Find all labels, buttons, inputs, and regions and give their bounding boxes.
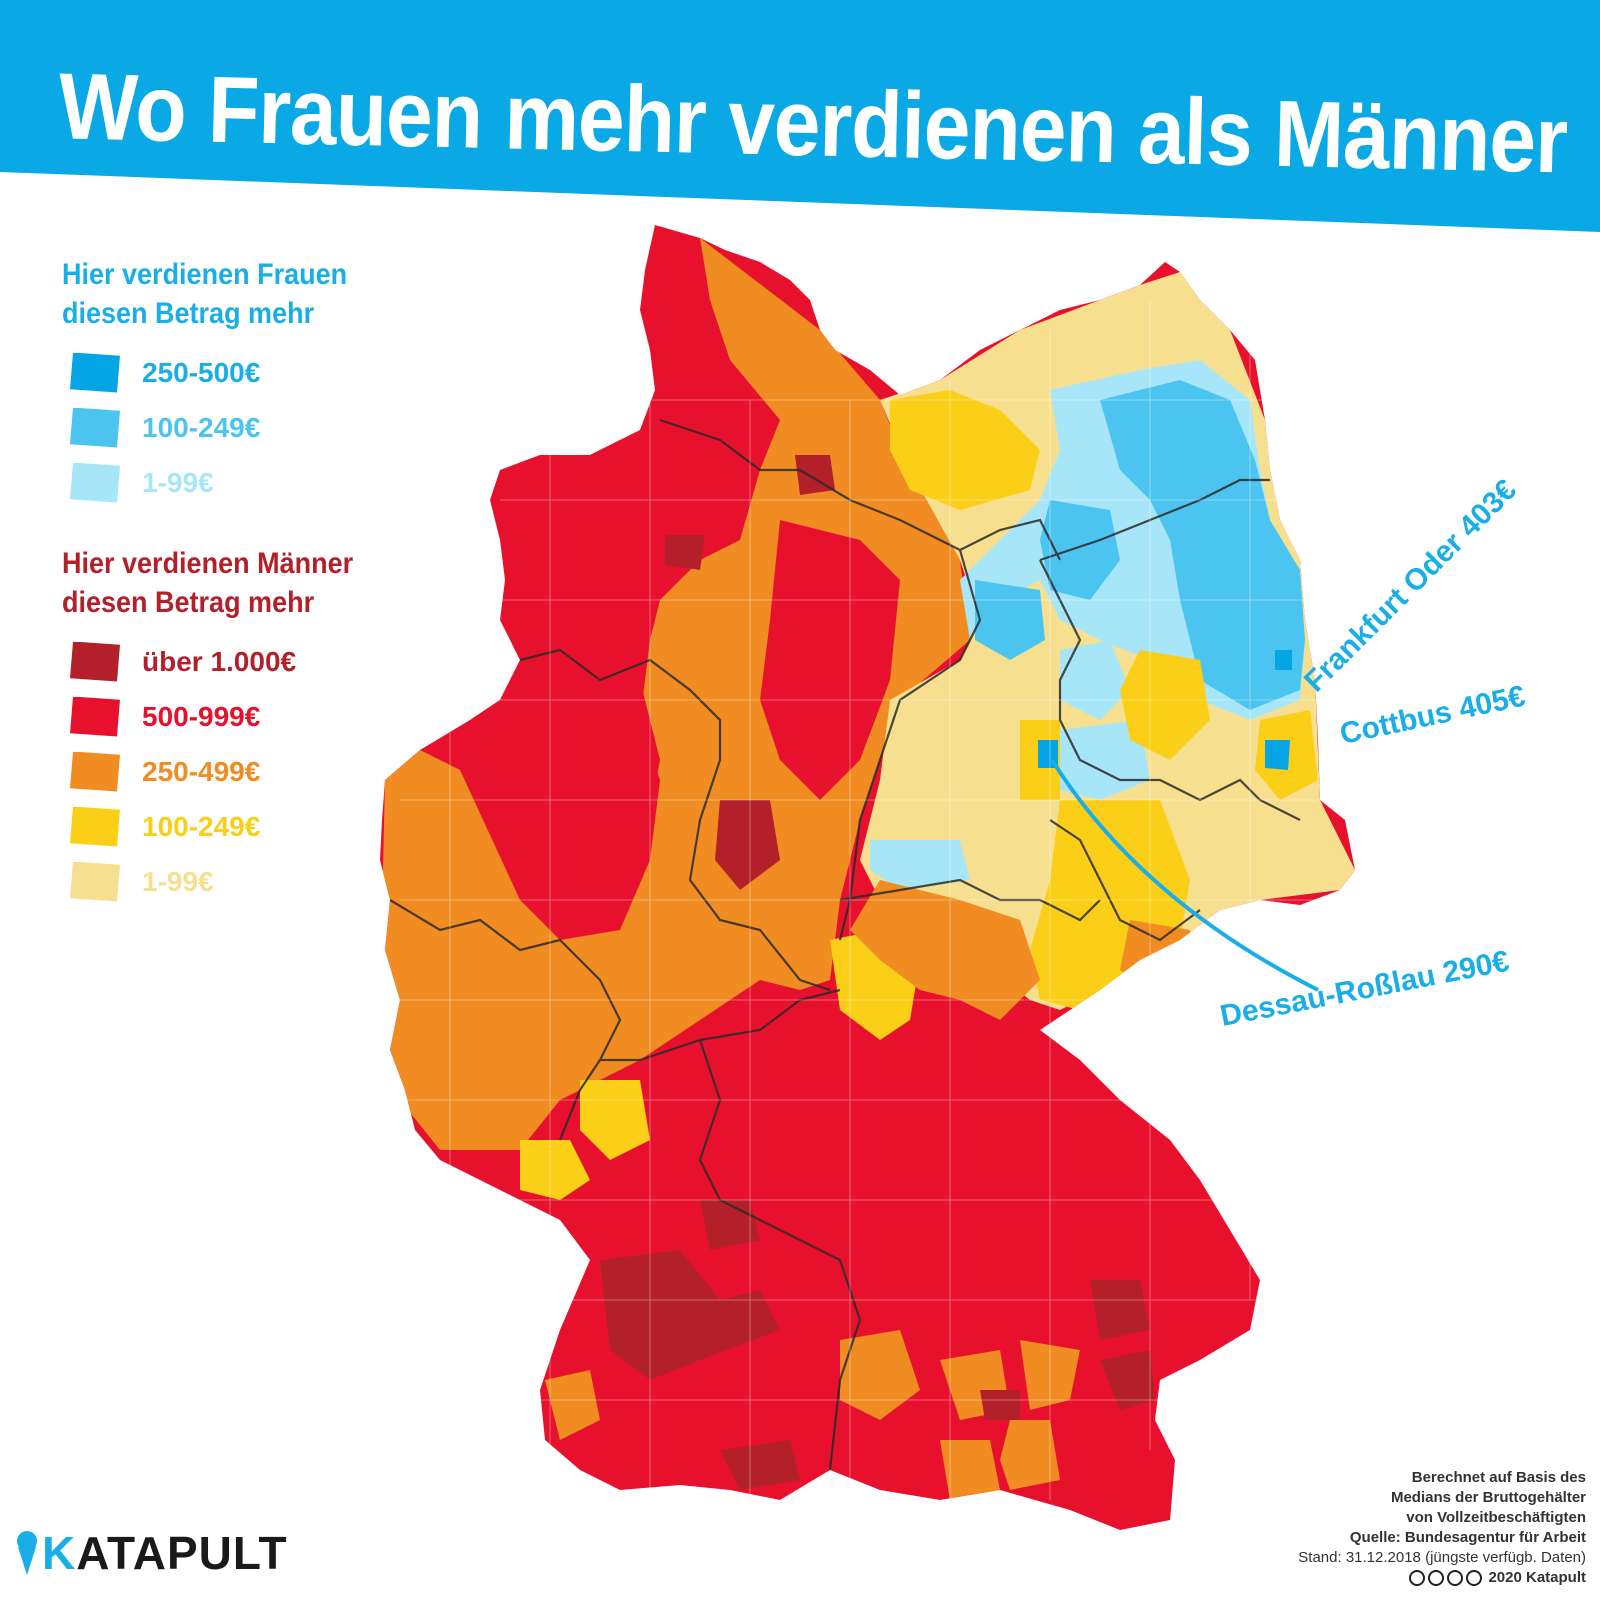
legend-item-women-100-249: 100-249€ — [62, 400, 392, 455]
cc-icon — [1409, 1570, 1426, 1587]
cc-license-icons — [1409, 1570, 1483, 1587]
region-men-250-499 — [840, 1330, 920, 1420]
logo-letter-k: K — [42, 1527, 77, 1579]
region-men-250-499 — [1000, 1420, 1060, 1490]
legend-label: 100-249€ — [142, 411, 261, 443]
nc-icon — [1447, 1570, 1464, 1587]
region-women-1-99 — [870, 840, 970, 890]
license-line: 2020 Katapult — [1146, 1568, 1586, 1588]
region-men-over-1000 — [1090, 1280, 1150, 1340]
legend: Hier verdienen Frauen diesen Betrag mehr… — [62, 255, 392, 909]
legend-label: 250-500€ — [142, 356, 261, 388]
dessau-callout-line — [1050, 758, 1319, 992]
region-men-over-1000 — [665, 535, 705, 570]
region-men-100-249 — [890, 390, 1040, 510]
source-line: Berechnet auf Basis des — [1411, 1469, 1586, 1486]
legend-item-men-over-1000: über 1.000€ — [62, 634, 392, 689]
map-svg — [380, 225, 1355, 1530]
logo-letters-rest: ATAPULT — [76, 1527, 288, 1579]
by-icon — [1428, 1570, 1445, 1587]
state-borders — [389, 418, 1301, 1471]
region-men-over-1000 — [600, 1250, 780, 1380]
title-banner: Wo Frauen mehr verdienen als Männer — [0, 0, 1600, 240]
legend-item-men-500-999: 500-999€ — [62, 689, 392, 744]
region-men-250-499 — [1120, 920, 1200, 990]
legend-label: über 1.000€ — [142, 645, 297, 677]
region-cottbus — [1265, 740, 1290, 770]
region-men-over-1000 — [1100, 1350, 1155, 1410]
banner-background — [0, 0, 1600, 232]
legend-heading-men-line1: Hier verdienen Männer — [62, 547, 354, 580]
region-women-1-99 — [1060, 640, 1130, 720]
region-women-100-249 — [1040, 500, 1120, 600]
legend-item-men-1-99: 1-99€ — [62, 854, 392, 909]
legend-label: 100-249€ — [142, 810, 261, 842]
source-date: Stand: 31.12.2018 (jüngste verfügb. Date… — [1298, 1549, 1586, 1566]
region-women-100-249 — [1100, 380, 1305, 710]
legend-women-items: 250-500€ 100-249€ 1-99€ — [62, 345, 392, 510]
germany-map — [370, 210, 1390, 1605]
source-line: von Vollzeitbeschäftigten — [1406, 1509, 1586, 1526]
legend-men-items: über 1.000€ 500-999€ 250-499€ 100-249€ 1… — [62, 634, 392, 909]
region-men-250-499 — [1020, 1340, 1080, 1410]
region-men-250-499 — [850, 880, 1040, 1020]
region-frankfurt-oder — [1275, 650, 1292, 670]
region-men-over-1000 — [715, 800, 780, 890]
legend-heading-women: Hier verdienen Frauen diesen Betrag mehr — [62, 255, 392, 333]
copyright-text: 2020 Katapult — [1488, 1569, 1586, 1586]
region-men-100-249 — [1120, 650, 1210, 760]
region-men-100-249 — [520, 1140, 590, 1200]
legend-heading-women-line1: Hier verdienen Frauen — [62, 258, 348, 291]
legend-label: 1-99€ — [142, 865, 214, 897]
region-men-over-1000 — [795, 455, 835, 495]
legend-swatch — [70, 861, 120, 902]
legend-swatch — [70, 407, 120, 448]
region-men-over-1000 — [980, 1390, 1020, 1420]
legend-label: 500-999€ — [142, 700, 261, 732]
legend-heading-women-line2: diesen Betrag mehr — [62, 297, 315, 330]
legend-swatch — [70, 462, 120, 503]
region-men-250-499 — [940, 1440, 1000, 1500]
legend-swatch — [70, 751, 120, 792]
legend-item-men-250-499: 250-499€ — [62, 744, 392, 799]
logo-text: KATAPULT — [42, 1526, 288, 1580]
region-men-over-1000 — [720, 1440, 800, 1490]
source-line: Medians der Bruttogehälter — [1390, 1489, 1586, 1506]
region-men-250-499 — [545, 1370, 600, 1440]
legend-label: 250-499€ — [142, 755, 261, 787]
legend-label: 1-99€ — [142, 466, 214, 498]
source-line: Quelle: Bundesagentur für Arbeit — [1349, 1529, 1586, 1546]
map-regions — [380, 225, 1355, 1530]
legend-swatch — [70, 641, 120, 682]
legend-swatch — [70, 696, 120, 737]
nd-icon — [1466, 1570, 1483, 1587]
legend-heading-men-line2: diesen Betrag mehr — [62, 586, 315, 619]
legend-item-women-250-500: 250-500€ — [62, 345, 392, 400]
legend-item-women-1-99: 1-99€ — [62, 455, 392, 510]
region-women-100-249 — [975, 580, 1045, 660]
legend-swatch — [70, 806, 120, 847]
legend-swatch — [70, 352, 120, 393]
region-men-100-249 — [580, 1080, 650, 1160]
cone-icon — [17, 1531, 37, 1575]
source-note: Berechnet auf Basis des Medians der Brut… — [1146, 1468, 1586, 1588]
legend-heading-men: Hier verdienen Männer diesen Betrag mehr — [62, 544, 392, 622]
region-men-500-999 — [760, 520, 900, 800]
legend-item-men-100-249: 100-249€ — [62, 799, 392, 854]
katapult-logo: KATAPULT — [12, 1526, 288, 1580]
